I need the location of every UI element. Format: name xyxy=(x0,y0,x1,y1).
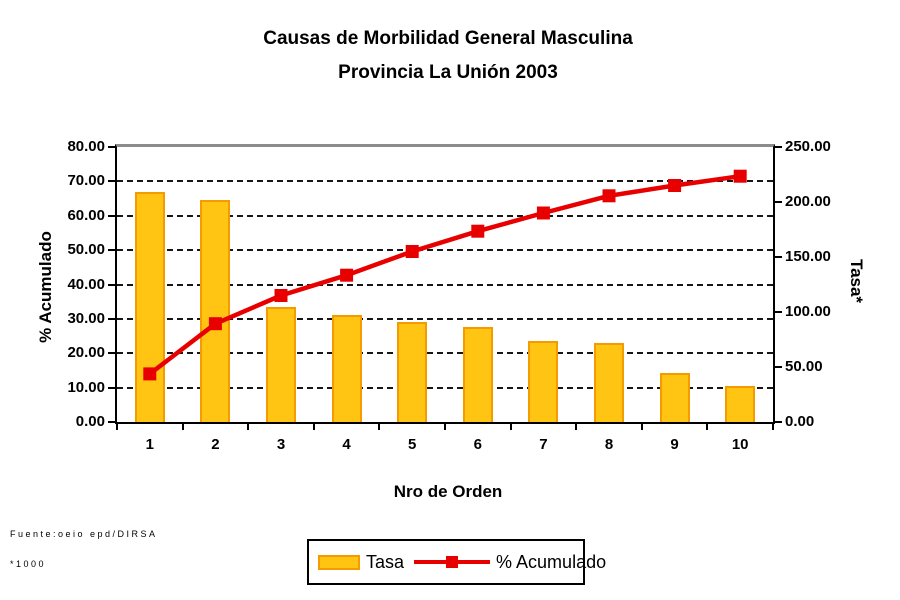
x-axis-tick xyxy=(181,423,184,430)
tasa-bar xyxy=(397,321,428,422)
x-axis-category-label: 3 xyxy=(276,436,286,453)
left-axis-tick xyxy=(108,249,115,252)
x-axis-category-label: 4 xyxy=(342,436,351,453)
right-axis-tick-label: 200.00 xyxy=(785,193,831,210)
x-axis-category-label: 2 xyxy=(211,436,220,453)
x-axis-category-label: 7 xyxy=(539,436,548,453)
left-axis-tick-label: 10.00 xyxy=(67,378,105,396)
source-note: Fuente:oeio epd/DIRSA xyxy=(10,529,158,539)
x-axis-tick xyxy=(116,423,118,430)
x-axis-tick xyxy=(575,423,578,430)
right-axis-tick-label: 250.00 xyxy=(785,138,831,155)
right-axis-tick xyxy=(775,421,782,423)
tasa-bar xyxy=(594,342,624,422)
left-axis-tick-label: 70.00 xyxy=(67,172,105,190)
x-axis-tick xyxy=(444,423,446,430)
right-axis-tick xyxy=(775,256,782,258)
right-axis-tick-label: 100.00 xyxy=(785,303,831,320)
tasa-bar xyxy=(331,315,362,422)
x-axis-tick xyxy=(772,423,774,430)
left-axis-tick xyxy=(108,214,115,217)
left-axis-tick xyxy=(108,146,115,148)
legend-tasa-label: Tasa xyxy=(366,551,405,572)
x-axis-category-label: 10 xyxy=(731,436,749,453)
legend-acumulado-label: % Acumulado xyxy=(496,551,607,572)
legend-acumulado-marker xyxy=(414,554,491,570)
x-axis-tick xyxy=(247,423,250,430)
right-axis-tick xyxy=(775,366,782,368)
legend-square-marker-icon xyxy=(446,556,459,568)
tasa-bar xyxy=(528,340,559,422)
left-axis-tick-label: 80.00 xyxy=(67,138,105,155)
scale-note: *1000 xyxy=(10,559,47,569)
acumulado-point-marker xyxy=(536,206,550,220)
x-axis-title: Nro de Orden xyxy=(393,482,503,501)
x-axis-category-label: 1 xyxy=(145,436,154,453)
acumulado-point-marker xyxy=(471,224,485,238)
acumulado-point-marker xyxy=(340,268,354,282)
acumulado-point-marker xyxy=(602,189,616,203)
right-axis-tick xyxy=(775,311,782,313)
tasa-bar xyxy=(200,199,231,422)
left-axis-tick xyxy=(108,317,115,320)
left-axis-tick-label: 60.00 xyxy=(67,206,105,224)
chart-title: Causas de Morbilidad General Masculina P… xyxy=(0,22,896,90)
chart-title-line-2: Provincia La Unión 2003 xyxy=(338,62,558,83)
tasa-bar xyxy=(659,372,690,422)
left-axis-tick xyxy=(108,180,115,183)
x-axis-tick xyxy=(312,423,315,430)
left-axis-tick xyxy=(108,386,115,389)
right-axis-tick-label: 50.00 xyxy=(785,358,823,375)
x-axis-category-label: 8 xyxy=(604,436,614,453)
acumulado-line xyxy=(148,173,741,376)
legend-tasa-swatch xyxy=(318,554,360,570)
x-axis-category-label: 5 xyxy=(408,436,417,453)
tasa-bar xyxy=(134,192,165,422)
acumulado-point-marker xyxy=(405,245,419,258)
tasa-bar xyxy=(725,385,756,422)
gridline-70.00 xyxy=(117,180,773,183)
x-axis-tick xyxy=(640,423,643,430)
left-axis-tick-label: 30.00 xyxy=(67,309,105,327)
left-axis-tick-label: 40.00 xyxy=(67,275,105,293)
gridline-10.00 xyxy=(117,386,773,389)
chart-title-line-1: Causas de Morbilidad General Masculina xyxy=(263,28,633,49)
tasa-bar xyxy=(266,306,296,422)
x-axis-tick xyxy=(378,423,381,430)
left-axis-tick-label: 20.00 xyxy=(67,344,105,362)
left-axis-tick-label: 0.00 xyxy=(75,413,105,430)
right-axis-tick-label: 0.00 xyxy=(785,413,815,430)
right-axis-tick xyxy=(775,201,782,203)
x-axis-category-label: 6 xyxy=(473,436,482,453)
x-axis-category-label: 9 xyxy=(670,436,679,453)
x-axis-tick xyxy=(509,423,512,430)
left-axis-tick-label: 50.00 xyxy=(67,241,105,259)
right-axis-tick-label: 150.00 xyxy=(785,248,831,265)
right-axis-tick xyxy=(775,146,782,148)
acumulado-point-marker xyxy=(274,289,288,302)
x-axis-tick xyxy=(706,423,709,430)
left-axis-tick xyxy=(108,283,115,286)
legend: Tasa % Acumulado xyxy=(307,539,606,585)
left-axis-tick xyxy=(108,352,115,355)
plot-area: 0.00 10.00 20.00 30.00 40.00 50.00 60.00 70.00 8… xyxy=(67,138,830,453)
tasa-bar xyxy=(462,327,493,422)
left-axis-tick xyxy=(108,421,115,423)
